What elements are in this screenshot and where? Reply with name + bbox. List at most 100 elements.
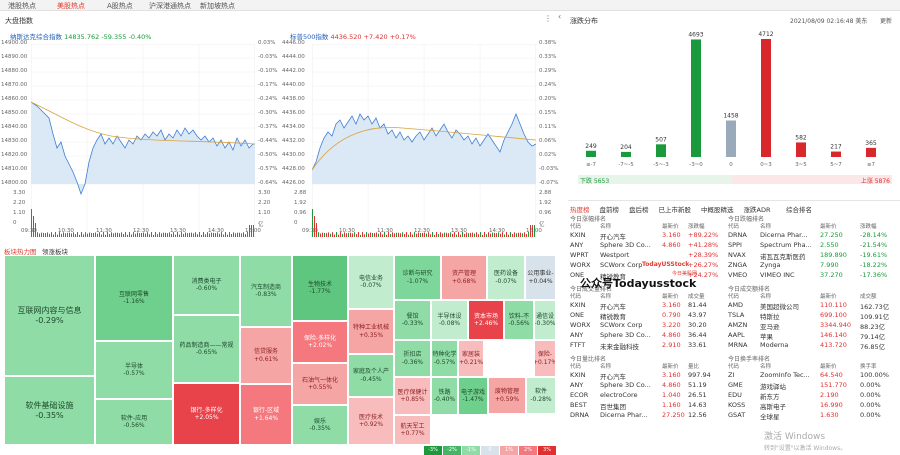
- volume-bar: [233, 232, 234, 237]
- rank-tab[interactable]: 已上市新股: [658, 206, 692, 214]
- volume-bar: [486, 234, 487, 237]
- table-row[interactable]: ONE 精锐教育 +24.27% VMEO VIMEO INC 37.270 -17.36%: [570, 271, 898, 281]
- volume-tick-left: 2.88: [294, 190, 307, 196]
- table-cell: Sphere 3D Co...: [600, 331, 651, 339]
- table-cell: Sphere 3D Co...: [600, 241, 651, 249]
- table-cell: SCWorx Corp: [600, 321, 643, 329]
- heatmap-cell[interactable]: 折扣店 -0.36%: [394, 340, 431, 377]
- table-row[interactable]: ANY Sphere 3D Co... 4.860 +41.28% SPPI Spectr…: [570, 241, 898, 251]
- heatmap-cell[interactable]: 资产管理 +0.68%: [441, 255, 487, 300]
- heatmap-cell[interactable]: 互联网内容与信息 -0.29%: [4, 255, 95, 376]
- heatmap-cell[interactable]: 互联网零售 -1.16%: [95, 255, 173, 341]
- volume-bar: [35, 223, 36, 237]
- chevron-left-icon[interactable]: ‹: [558, 12, 562, 21]
- heatmap-cell[interactable]: 医疗技术 +0.92%: [348, 397, 394, 445]
- dist-bar-count: 4693: [688, 31, 703, 38]
- heatmap-cell[interactable]: 保险- +0.17%: [534, 340, 556, 377]
- tab-hk-hot[interactable]: 港股热点: [8, 2, 36, 10]
- heatmap-cell[interactable]: 石油气一体化 +0.55%: [292, 363, 348, 405]
- heatmap-cell[interactable]: 娱乐 -0.35%: [292, 405, 348, 445]
- table-header: 量比: [688, 364, 700, 370]
- heatmap-cell[interactable]: 半导体设 -0.08%: [431, 300, 468, 340]
- heatmap-cell[interactable]: 药品制造商——常规 -0.65%: [173, 315, 240, 383]
- heatmap-cell[interactable]: 电信业务 -0.07%: [348, 255, 394, 309]
- heatmap-cell[interactable]: 软件基础设施 -0.35%: [4, 376, 95, 445]
- tab-sg-hot[interactable]: 新加坡热点: [200, 2, 235, 10]
- tab-leading-sectors[interactable]: 领涨板块: [42, 248, 68, 256]
- heatmap-cell[interactable]: 诊断与研究 -1.07%: [394, 255, 441, 300]
- heatmap-cell[interactable]: 医疗保健计 +0.85%: [394, 377, 431, 415]
- heatmap-cell[interactable]: 汽车制造商 -0.83%: [240, 255, 292, 327]
- heatmap-cell-name: 保险-多样化: [303, 334, 337, 342]
- table-cell: 79.14亿: [860, 333, 886, 341]
- volume-bar: [231, 233, 232, 237]
- refresh-link[interactable]: 更新: [880, 18, 893, 25]
- table-cell: 未来金融科技: [600, 343, 639, 351]
- dist-bar: [621, 151, 631, 157]
- table-row[interactable]: WPRT Westport +28.39% NVAX 诺瓦瓦克斯医药 189.890 -19…: [570, 251, 898, 261]
- table-row[interactable]: ANY Sphere 3D Co... 4.860 51.19 GME 游戏驿站 151.7…: [570, 381, 898, 391]
- heatmap-cell[interactable]: 通信设 -0.30%: [534, 300, 556, 340]
- heatmap-cell[interactable]: 特种工业机械 +0.35%: [348, 309, 394, 354]
- table-cell: 特斯拉: [760, 313, 780, 321]
- volume-bar: [312, 209, 313, 237]
- heatmap-cell[interactable]: 家庭及个人产 -0.45%: [348, 354, 394, 397]
- rank-tab[interactable]: 热度榜: [570, 206, 590, 214]
- heatmap-cell[interactable]: 保险-多样化 +2.02%: [292, 321, 348, 363]
- heatmap-cell[interactable]: 软件 -0.28%: [526, 377, 556, 414]
- table-row[interactable]: ONE 精锐教育 0.790 43.97 TSLA 特斯拉 699.100 109.91亿: [570, 311, 898, 321]
- heatmap-cell[interactable]: 银行-多样化 +2.05%: [173, 383, 240, 445]
- rank-tab[interactable]: 中概股精选: [701, 206, 734, 214]
- volume-bar: [221, 232, 222, 237]
- tab-us-hot[interactable]: 美股热点: [57, 2, 85, 10]
- table-row[interactable]: WORX SCWorx Corp +26.27% ZNGA Zynga 7.990 -18.…: [570, 261, 898, 271]
- volume-bar: [251, 225, 252, 237]
- heatmap-cell[interactable]: 资本市场 +2.46%: [468, 300, 504, 340]
- table-row[interactable]: ECOR electroCore 1.040 26.51 EDU 新东方 2.190 0.00…: [570, 391, 898, 401]
- volume-bar: [31, 209, 32, 237]
- heatmap-cell[interactable]: 消费类电子 -0.60%: [173, 255, 240, 315]
- tab-a-hot[interactable]: A股热点: [107, 2, 133, 10]
- heatmap-cell[interactable]: 信贷服务 +0.61%: [240, 327, 292, 384]
- heatmap-cell[interactable]: 家居装 +0.21%: [458, 340, 484, 377]
- rank-tab[interactable]: 综合排名: [786, 206, 812, 214]
- table-row[interactable]: KXIN 开心汽车 3.160 +89.22% DRNA Dicerna Phar... 2…: [570, 231, 898, 241]
- heatmap-cell[interactable]: 特种化学 -0.57%: [431, 340, 458, 377]
- rank-tab[interactable]: 涨跌ADR: [743, 206, 771, 214]
- table-header: 成交量: [688, 294, 705, 300]
- left-panel: 大盘指数 ⋮ 纳斯达克综合指数 14835.762 -59.355 -0.40%…: [0, 11, 558, 455]
- kebab-icon[interactable]: ⋮: [544, 14, 552, 23]
- table-row[interactable]: ANY Sphere 3D Co... 4.860 36.44 AAPL 苹果 146.14…: [570, 331, 898, 341]
- heatmap-cell[interactable]: 废物管理 +0.59%: [488, 377, 526, 414]
- heatmap-cell[interactable]: 电子游戏 -1.47%: [458, 377, 488, 415]
- heatmap-cell[interactable]: 铁路 -0.40%: [431, 377, 458, 415]
- heatmap-cell[interactable]: 生物技术 -1.77%: [292, 255, 348, 321]
- heatmap-cell[interactable]: 半导体 -0.57%: [95, 341, 173, 399]
- table-row[interactable]: KXIN 开心汽车 3.160 997.94 ZI ZoomInfo Tec... 64.5…: [570, 371, 898, 381]
- heatmap-cell[interactable]: 餐馆 -0.33%: [394, 300, 431, 340]
- volume-bar: [492, 232, 493, 237]
- rank-tab[interactable]: 盘前榜: [599, 206, 620, 214]
- tab-sector-heatmap[interactable]: 板块热力图: [4, 248, 37, 256]
- table-row[interactable]: BEST 百世集团 1.160 14.63 KOSS 高斯电子 16.990 0.00%: [570, 401, 898, 411]
- heatmap-cell[interactable]: 银行-区域 +1.64%: [240, 384, 292, 445]
- table-cell: 110.110: [820, 301, 847, 309]
- volume-bar: [243, 232, 244, 237]
- table-row[interactable]: KXIN 开心汽车 3.160 81.44 AMD 美国超微公司 110.110 162.73…: [570, 301, 898, 311]
- x-tick: 13:30: [451, 228, 467, 234]
- table-cell: Westport: [600, 251, 630, 259]
- y-tick-right: 0.20%: [539, 96, 557, 102]
- heatmap-cell[interactable]: 饮料-不 -0.56%: [504, 300, 534, 340]
- tab-connect-hot[interactable]: 沪深港通热点: [149, 2, 191, 10]
- table-row[interactable]: FTFT 未来金融科技 2.910 33.61 MRNA Moderna 413.720 76…: [570, 341, 898, 351]
- table-cell: 109.91亿: [860, 313, 890, 321]
- dist-bar-label: 5~7: [830, 162, 842, 168]
- heatmap-cell[interactable]: 公用事业- +0.04%: [525, 255, 556, 300]
- table-row[interactable]: DRNA Dicerna Phar... 27.250 12.56 GSAT 全球星 1.6…: [570, 411, 898, 421]
- table-cell: KXIN: [570, 231, 586, 239]
- heatmap-cell[interactable]: 医药设备 -0.07%: [487, 255, 525, 300]
- rank-tab[interactable]: 盘后榜: [629, 206, 649, 214]
- heatmap-cell[interactable]: 软件-应用 -0.56%: [95, 399, 173, 445]
- heatmap-cell[interactable]: 航天军工 +0.77%: [394, 415, 431, 445]
- table-row[interactable]: WORX SCWorx Corp 3.220 30.20 AMZN 亚马逊 3344.940…: [570, 321, 898, 331]
